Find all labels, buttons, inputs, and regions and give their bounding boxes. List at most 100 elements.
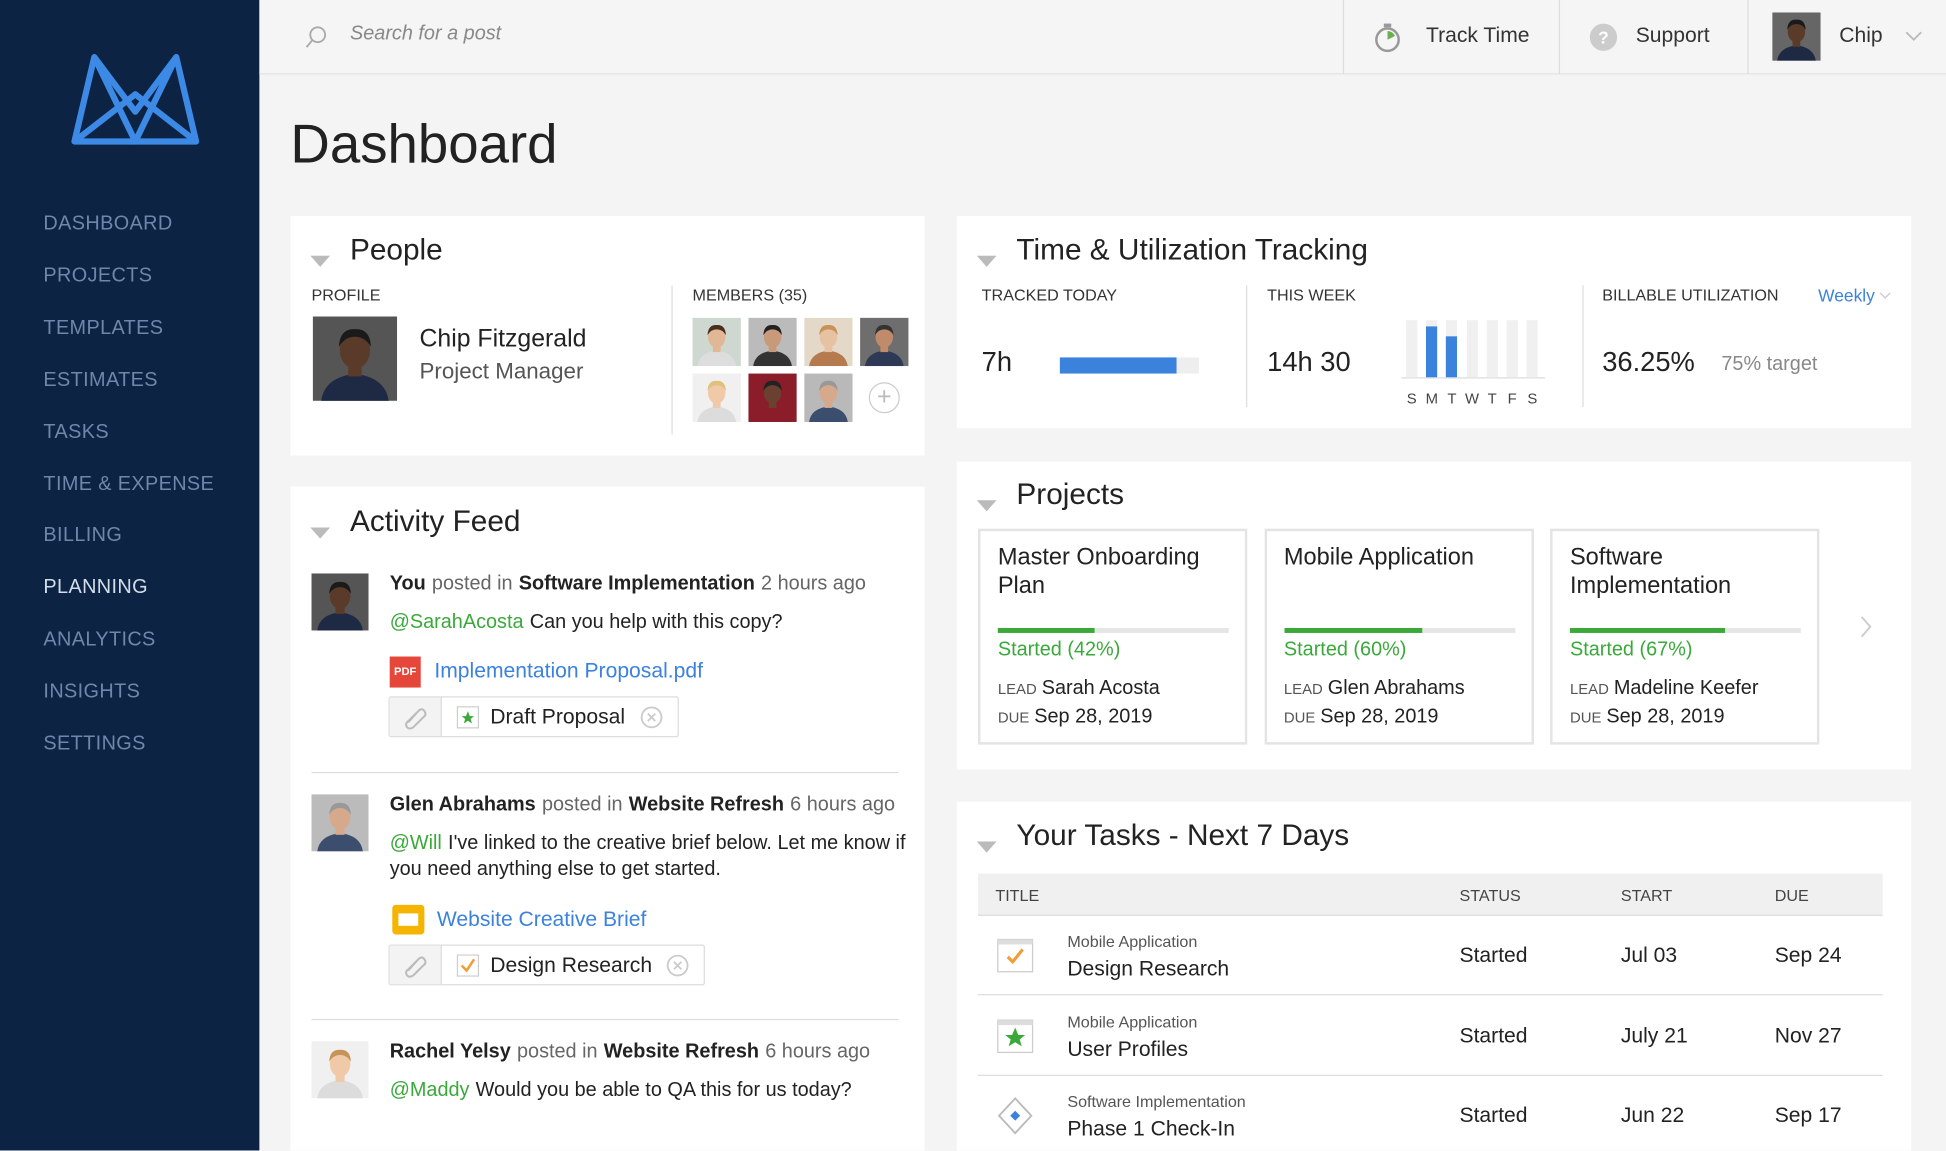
due-date: Sep 28, 2019 bbox=[1320, 706, 1439, 728]
support-button[interactable]: Support bbox=[1635, 23, 1710, 48]
project-name: Master Onboarding Plan bbox=[997, 544, 1200, 600]
tracked-today: 7h bbox=[981, 346, 1013, 378]
chevron[interactable] bbox=[1905, 30, 1922, 42]
divider bbox=[1558, 0, 1561, 75]
table-row[interactable] bbox=[977, 996, 1883, 1076]
user-menu[interactable]: Chip bbox=[1839, 23, 1883, 48]
project-name: Mobile Application bbox=[1283, 544, 1474, 571]
post-message: @Maddy Would you be able to QA this for u… bbox=[390, 1077, 911, 1103]
author-photo bbox=[311, 794, 369, 852]
post-author-link[interactable]: Glen Abrahams bbox=[389, 794, 536, 816]
collapse-toggle bbox=[310, 527, 331, 539]
divider bbox=[671, 285, 673, 435]
mention[interactable]: @Will bbox=[389, 832, 442, 854]
task-start: July 21 bbox=[1620, 1023, 1688, 1047]
mention[interactable]: @Maddy bbox=[389, 1079, 470, 1101]
nav-item[interactable]: SETTINGS bbox=[43, 733, 146, 755]
paperclip-icon bbox=[405, 956, 427, 978]
post-header: Glen Abrahams posted in Website Refresh 6 h… bbox=[390, 794, 917, 816]
progress-track bbox=[997, 627, 1229, 633]
post-project-link[interactable]: Website Refresh bbox=[603, 1041, 760, 1063]
bar-background bbox=[1406, 320, 1418, 378]
nav-item[interactable]: ESTIMATES bbox=[43, 369, 158, 391]
task-name: User Profiles bbox=[1067, 1036, 1189, 1061]
task-due: Nov 27 bbox=[1774, 1023, 1842, 1047]
attach-button[interactable] bbox=[389, 697, 442, 736]
lead-name: Sarah Acosta bbox=[1041, 677, 1160, 699]
post-author-link[interactable]: Rachel Yelsy bbox=[389, 1041, 511, 1063]
star-icon bbox=[456, 705, 480, 728]
tag-chip: Design Research bbox=[388, 944, 706, 986]
nav-item[interactable]: PLANNING bbox=[43, 577, 148, 599]
nav-item[interactable]: BILLING bbox=[43, 525, 123, 547]
task-status: Started bbox=[1459, 1023, 1528, 1047]
bar-background bbox=[1486, 320, 1498, 378]
logo bbox=[71, 53, 200, 145]
project-status: Started (67%) bbox=[1569, 639, 1693, 661]
due-label: DUE bbox=[997, 708, 1030, 727]
due-label: DUE bbox=[1283, 708, 1316, 727]
member-photo bbox=[860, 317, 909, 367]
nav-item[interactable]: TEMPLATES bbox=[43, 317, 164, 339]
slides-icon bbox=[392, 904, 425, 935]
attachment-link[interactable]: Website Creative Brief bbox=[436, 907, 647, 931]
mention[interactable]: @SarahAcosta bbox=[389, 611, 524, 633]
nav-item[interactable]: ANALYTICS bbox=[43, 629, 156, 651]
message-text: I've linked to the creative brief below.… bbox=[389, 832, 906, 880]
post-project-link[interactable]: Website Refresh bbox=[628, 794, 784, 816]
nav-item[interactable]: TIME & EXPENSE bbox=[43, 473, 215, 495]
table-row[interactable] bbox=[977, 916, 1883, 996]
check-icon bbox=[456, 953, 480, 977]
project-card[interactable]: Software Implementation Started (67%) LEAD… bbox=[1550, 528, 1820, 745]
project-card[interactable]: Master Onboarding Plan Started (42%) LEAD S… bbox=[977, 528, 1248, 745]
post-time: 6 hours ago bbox=[765, 1041, 871, 1063]
people-panel: People PROFILE Chip Fitzgerald Project Man… bbox=[290, 215, 925, 456]
project-name: Software Implementation bbox=[1569, 544, 1732, 600]
task-due: Sep 17 bbox=[1774, 1103, 1842, 1127]
post-project-link[interactable]: Software Implementation bbox=[518, 573, 755, 595]
check-icon bbox=[997, 938, 1034, 973]
task-status: Started bbox=[1459, 1103, 1528, 1127]
collapse-toggle bbox=[976, 841, 997, 853]
remove-tag bbox=[667, 954, 689, 976]
progress-fill bbox=[1569, 627, 1725, 633]
paperclip-icon bbox=[405, 708, 427, 730]
lead-label: LEAD bbox=[997, 680, 1037, 698]
add-member-button[interactable]: + bbox=[868, 382, 900, 414]
nav-item[interactable]: TASKS bbox=[43, 421, 109, 443]
post-header: Rachel Yelsy posted in Website Refresh 6 ho… bbox=[390, 1041, 917, 1063]
due-date: Sep 28, 2019 bbox=[1034, 706, 1153, 728]
post-header: You posted in Software Implementation 2 hou… bbox=[390, 573, 917, 595]
due-label: DUE bbox=[1569, 708, 1602, 727]
attachment-link[interactable]: Implementation Proposal.pdf bbox=[434, 659, 703, 683]
axis-line bbox=[1401, 377, 1546, 379]
search-input[interactable]: Search for a post bbox=[349, 23, 502, 45]
track-time-button[interactable]: Track Time bbox=[1425, 23, 1530, 48]
label: BILLABLE UTILIZATION bbox=[1602, 285, 1779, 305]
member-photo bbox=[692, 317, 741, 367]
author-photo bbox=[311, 1041, 369, 1099]
post-verb: posted in bbox=[541, 794, 623, 816]
project-status: Started (42%) bbox=[997, 639, 1121, 661]
nav-item[interactable]: DASHBOARD bbox=[43, 213, 173, 235]
column-header: DUE bbox=[1774, 886, 1809, 905]
target: 75% target bbox=[1721, 353, 1818, 375]
attach-button[interactable] bbox=[389, 945, 442, 985]
user-avatar[interactable] bbox=[1772, 12, 1821, 61]
task-status: Started bbox=[1459, 943, 1528, 967]
table-header bbox=[977, 873, 1883, 916]
period-select[interactable]: Weekly bbox=[1818, 285, 1875, 306]
task-name: Phase 1 Check-In bbox=[1067, 1116, 1236, 1141]
task-name: Design Research bbox=[1067, 956, 1230, 981]
member-photo bbox=[804, 317, 853, 367]
task-start: Jul 03 bbox=[1620, 943, 1678, 967]
label: MEMBERS (35) bbox=[692, 285, 808, 305]
post-author-link[interactable]: You bbox=[389, 573, 426, 595]
nav-item[interactable]: PROJECTS bbox=[43, 265, 153, 287]
member-photo bbox=[748, 373, 797, 422]
divider bbox=[1747, 0, 1749, 75]
nav-item[interactable]: INSIGHTS bbox=[43, 681, 141, 703]
project-status: Started (60%) bbox=[1283, 639, 1407, 661]
project-card[interactable]: Mobile Application Started (60%) LEAD Glen … bbox=[1264, 528, 1534, 745]
